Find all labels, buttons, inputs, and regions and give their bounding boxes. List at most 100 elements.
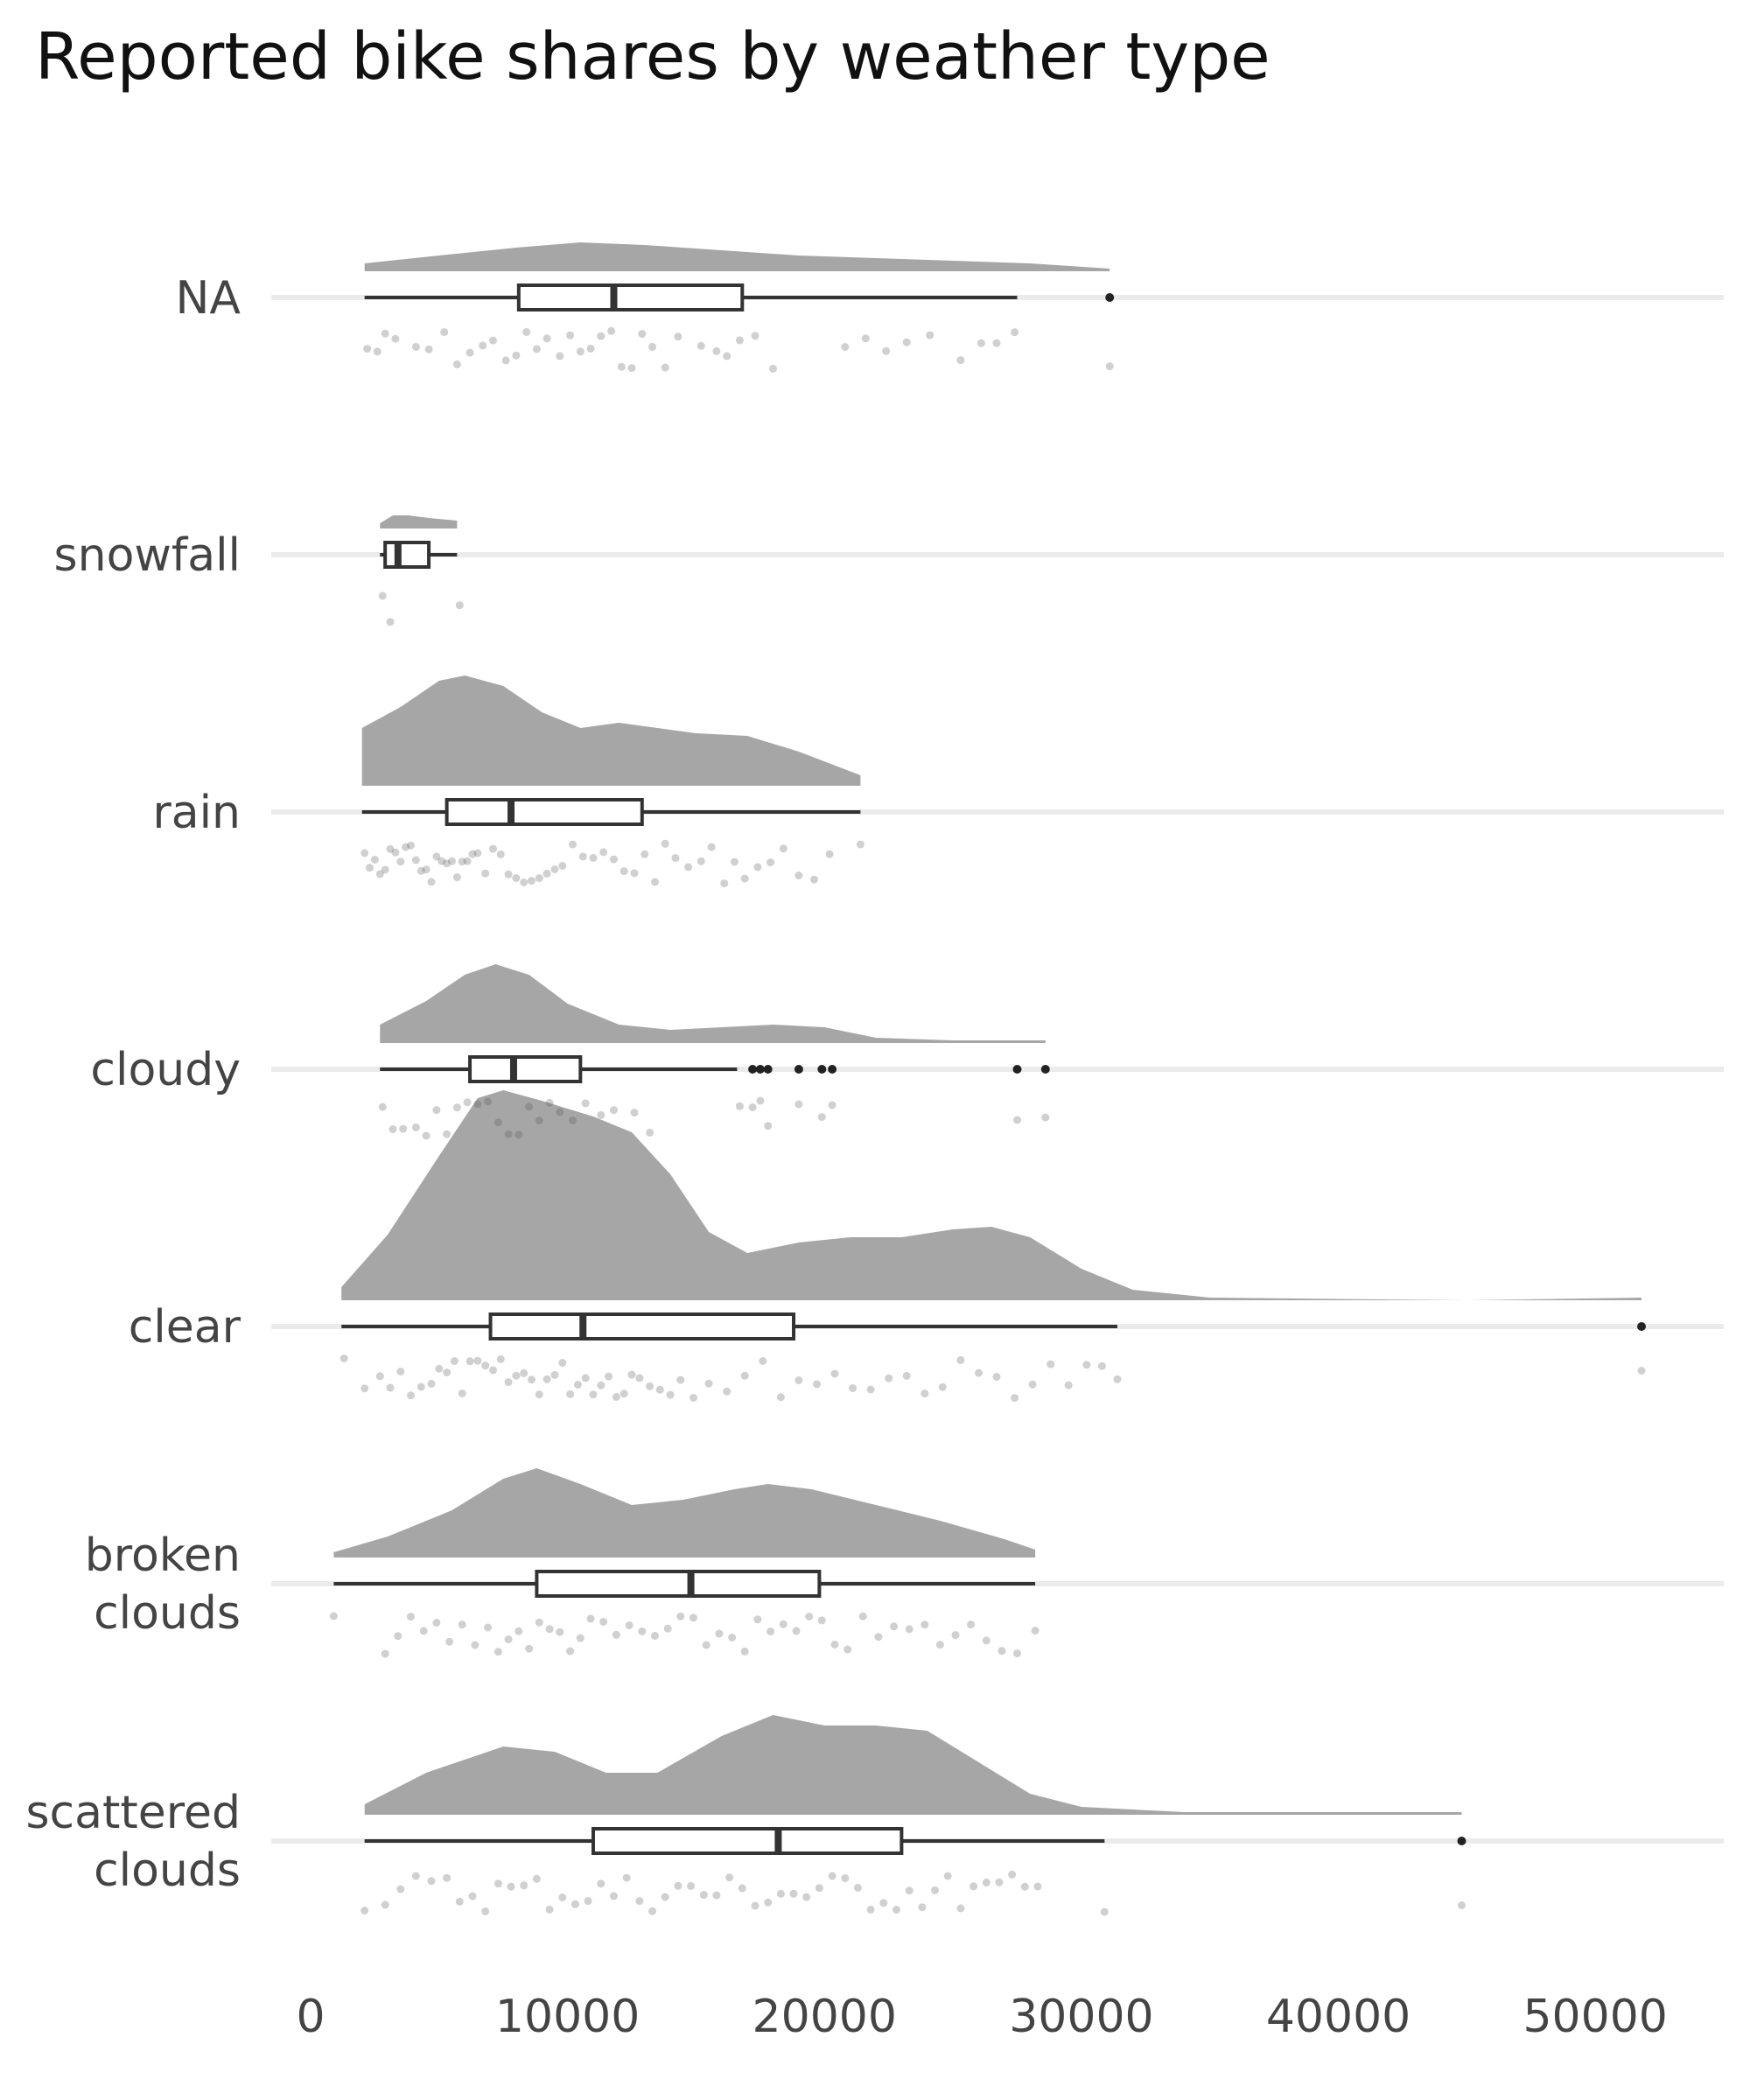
data-point-clear-19 xyxy=(520,1368,528,1377)
data-point-rain-39 xyxy=(620,867,628,876)
data-point-scattered-clouds-6 xyxy=(455,1897,464,1906)
data-point-NA-2 xyxy=(381,329,389,338)
box-cloudy xyxy=(468,1055,583,1083)
data-point-NA-42 xyxy=(1011,328,1019,337)
data-point-rain-40 xyxy=(630,869,639,878)
data-point-clear-16 xyxy=(496,1354,505,1363)
data-point-scattered-clouds-25 xyxy=(699,1891,708,1900)
category-label-scattered-clouds-line2: clouds xyxy=(94,1844,241,1897)
data-point-rain-7 xyxy=(396,858,405,866)
data-point-rain-24 xyxy=(489,844,497,853)
data-point-cloudy-11 xyxy=(494,1118,502,1127)
data-point-broken-clouds-48 xyxy=(982,1636,990,1645)
data-point-clear-15 xyxy=(489,1366,497,1375)
data-point-rain-35 xyxy=(578,852,587,861)
data-point-clear-48 xyxy=(849,1384,858,1392)
data-point-broken-clouds-37 xyxy=(817,1616,826,1625)
data-point-scattered-clouds-31 xyxy=(776,1889,785,1898)
data-point-rain-52 xyxy=(766,858,775,867)
data-point-NA-8 xyxy=(466,348,474,357)
density-cloud-cloudy xyxy=(380,964,1046,1043)
data-point-NA-11 xyxy=(501,356,510,365)
data-point-scattered-clouds-35 xyxy=(828,1872,836,1880)
data-point-NA-34 xyxy=(841,343,850,351)
data-point-clear-52 xyxy=(920,1390,929,1398)
data-point-cloudy-31 xyxy=(1013,1116,1021,1124)
data-point-scattered-clouds-47 xyxy=(982,1878,990,1886)
data-point-broken-clouds-19 xyxy=(586,1614,595,1623)
data-point-scattered-clouds-28 xyxy=(738,1884,746,1893)
data-point-rain-5 xyxy=(386,844,395,853)
data-point-scattered-clouds-34 xyxy=(815,1884,823,1893)
data-point-broken-clouds-4 xyxy=(419,1627,428,1635)
data-point-clear-57 xyxy=(1011,1394,1019,1403)
data-point-broken-clouds-2 xyxy=(394,1632,402,1641)
data-point-NA-7 xyxy=(452,360,461,368)
data-point-cloudy-32 xyxy=(1041,1113,1050,1122)
data-point-clear-27 xyxy=(581,1374,590,1382)
data-point-rain-4 xyxy=(381,865,389,874)
data-point-rain-56 xyxy=(825,850,834,858)
data-point-cloudy-1 xyxy=(388,1125,397,1133)
data-point-rain-49 xyxy=(731,858,738,866)
data-point-broken-clouds-5 xyxy=(432,1619,441,1627)
x-tick-label-50000: 50000 xyxy=(1522,1991,1667,2043)
data-point-scattered-clouds-11 xyxy=(520,1881,528,1890)
data-point-NA-30 xyxy=(723,352,732,360)
data-point-clear-38 xyxy=(676,1376,685,1384)
data-point-rain-18 xyxy=(452,873,461,882)
data-point-broken-clouds-34 xyxy=(779,1620,788,1628)
x-tick-label-0: 0 xyxy=(296,1991,325,2043)
data-point-clear-28 xyxy=(589,1390,598,1399)
density-cloud-snowfall xyxy=(380,515,458,528)
data-point-clear-41 xyxy=(723,1387,732,1396)
data-point-broken-clouds-10 xyxy=(494,1648,502,1656)
density-cloud-broken-clouds xyxy=(333,1468,1036,1558)
data-point-rain-29 xyxy=(528,877,536,886)
data-point-clear-47 xyxy=(830,1369,839,1378)
density-cloud-scattered-clouds xyxy=(364,1715,1462,1815)
x-tick-label-20000: 20000 xyxy=(752,1991,897,2043)
data-point-scattered-clouds-17 xyxy=(597,1880,606,1888)
data-point-scattered-clouds-18 xyxy=(610,1892,618,1900)
data-point-NA-28 xyxy=(696,341,705,350)
data-point-scattered-clouds-51 xyxy=(1033,1882,1042,1891)
data-point-clear-49 xyxy=(866,1385,875,1394)
data-point-NA-31 xyxy=(735,336,744,345)
data-point-NA-41 xyxy=(992,339,1001,347)
data-point-cloudy-5 xyxy=(432,1106,441,1115)
data-point-broken-clouds-18 xyxy=(576,1634,584,1642)
data-point-NA-29 xyxy=(712,346,721,355)
data-point-clear-53 xyxy=(938,1382,947,1391)
data-point-scattered-clouds-19 xyxy=(622,1873,631,1882)
data-point-rain-47 xyxy=(707,843,716,851)
data-point-NA-40 xyxy=(976,339,985,347)
data-point-rain-17 xyxy=(448,857,456,865)
data-point-scattered-clouds-12 xyxy=(532,1874,541,1883)
data-point-clear-51 xyxy=(902,1371,911,1380)
outlier-cloudy-6 xyxy=(1012,1065,1022,1074)
data-point-clear-43 xyxy=(759,1357,767,1365)
data-point-scattered-clouds-52 xyxy=(1100,1908,1109,1916)
data-point-rain-33 xyxy=(558,862,567,870)
data-point-scattered-clouds-13 xyxy=(545,1905,554,1914)
data-point-cloudy-23 xyxy=(646,1128,654,1137)
box-clear xyxy=(488,1312,796,1340)
data-point-cloudy-28 xyxy=(794,1100,803,1109)
data-point-rain-2 xyxy=(370,856,379,864)
data-point-clear-22 xyxy=(542,1375,551,1383)
data-point-scattered-clouds-8 xyxy=(481,1907,490,1915)
data-point-scattered-clouds-32 xyxy=(789,1889,798,1898)
data-point-broken-clouds-12 xyxy=(514,1627,523,1635)
data-point-broken-clouds-38 xyxy=(830,1641,839,1648)
data-point-clear-4 xyxy=(396,1368,405,1376)
box-broken-clouds xyxy=(535,1570,822,1598)
data-point-clear-21 xyxy=(535,1390,543,1399)
data-point-clear-33 xyxy=(627,1370,636,1379)
outlier-scattered-clouds-0 xyxy=(1457,1837,1466,1845)
data-point-cloudy-7 xyxy=(452,1103,461,1112)
data-point-broken-clouds-23 xyxy=(638,1628,647,1635)
data-point-rain-10 xyxy=(411,856,420,864)
data-point-broken-clouds-46 xyxy=(951,1631,960,1640)
data-point-rain-11 xyxy=(416,866,425,875)
